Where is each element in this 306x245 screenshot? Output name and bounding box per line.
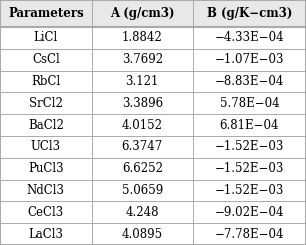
Text: −1.52E−03: −1.52E−03 (215, 162, 284, 175)
Text: −1.52E−03: −1.52E−03 (215, 140, 284, 153)
Text: 3.121: 3.121 (125, 75, 159, 88)
Text: CeCl3: CeCl3 (28, 206, 64, 219)
Bar (0, 0, 306, 27)
Text: B (g/K−cm3): B (g/K−cm3) (207, 7, 292, 20)
Text: 4.0152: 4.0152 (122, 119, 163, 132)
Text: 1.8842: 1.8842 (122, 31, 163, 44)
Text: 5.78E−04: 5.78E−04 (220, 97, 279, 110)
Text: CsCl: CsCl (32, 53, 60, 66)
Text: 3.7692: 3.7692 (122, 53, 163, 66)
Text: Parameters: Parameters (8, 7, 84, 20)
Text: A (g/cm3): A (g/cm3) (110, 7, 174, 20)
Text: BaCl2: BaCl2 (28, 119, 64, 132)
Text: −1.52E−03: −1.52E−03 (215, 184, 284, 197)
Text: RbCl: RbCl (31, 75, 61, 88)
Text: UCl3: UCl3 (31, 140, 61, 153)
Text: −7.78E−04: −7.78E−04 (215, 228, 284, 241)
Text: 5.0659: 5.0659 (122, 184, 163, 197)
Text: −4.33E−04: −4.33E−04 (215, 31, 284, 44)
Text: 4.248: 4.248 (125, 206, 159, 219)
Text: 6.6252: 6.6252 (122, 162, 163, 175)
Text: LaCl3: LaCl3 (28, 228, 63, 241)
Text: −9.02E−04: −9.02E−04 (215, 206, 284, 219)
Text: 3.3896: 3.3896 (122, 97, 163, 110)
Text: SrCl2: SrCl2 (29, 97, 63, 110)
Text: −8.83E−04: −8.83E−04 (215, 75, 284, 88)
Text: −1.07E−03: −1.07E−03 (215, 53, 284, 66)
Text: LiCl: LiCl (34, 31, 58, 44)
Text: 4.0895: 4.0895 (122, 228, 163, 241)
Text: NdCl3: NdCl3 (27, 184, 65, 197)
Text: 6.81E−04: 6.81E−04 (220, 119, 279, 132)
Text: PuCl3: PuCl3 (28, 162, 64, 175)
Text: 6.3747: 6.3747 (122, 140, 163, 153)
